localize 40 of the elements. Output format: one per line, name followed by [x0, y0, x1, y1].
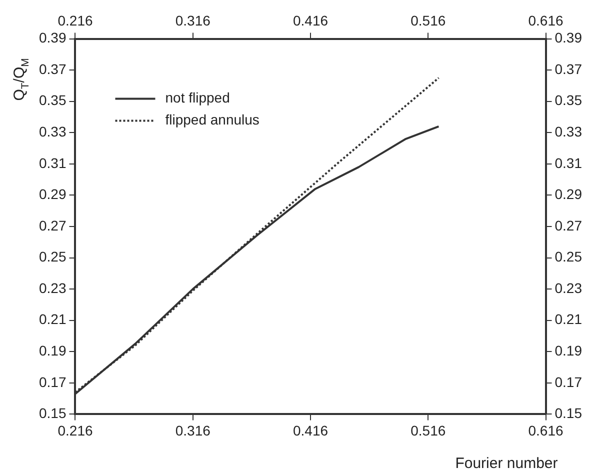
x-tick-label: 0.316: [175, 422, 211, 438]
legend-label: not flipped: [165, 90, 230, 106]
y2-tick-label: 0.37: [554, 60, 582, 77]
y-tick-label: 0.33: [39, 124, 66, 140]
y-tick-label: 0.37: [39, 60, 66, 77]
y-tick-label: 0.21: [39, 311, 66, 328]
x2-tick-label: 0.516: [410, 12, 446, 28]
y-tick-label: 0.29: [39, 186, 66, 202]
y2-tick-label: 0.39: [554, 30, 582, 46]
legend-label: flipped annulus: [165, 112, 260, 128]
y2-tick-label: 0.25: [554, 248, 582, 265]
x2-tick-label: 0.616: [528, 12, 564, 28]
x2-tick-label: 0.316: [175, 12, 211, 28]
y2-tick-label: 0.35: [554, 92, 582, 108]
y-tick-label: 0.25: [39, 248, 66, 265]
x-tick-label: 0.216: [58, 422, 93, 438]
y-tick-label: 0.17: [39, 374, 66, 390]
x-tick-label: 0.416: [292, 422, 328, 438]
y-tick-label: 0.35: [39, 92, 66, 108]
y-tick-label: 0.19: [39, 342, 66, 358]
x-tick-label: 0.516: [410, 422, 446, 438]
x2-tick-label: 0.416: [292, 12, 328, 28]
y2-tick-label: 0.21: [554, 311, 582, 328]
y2-tick-label: 0.19: [554, 342, 582, 358]
y-tick-label: 0.31: [39, 154, 66, 171]
y2-tick-label: 0.33: [554, 124, 582, 140]
y-tick-label: 0.27: [39, 217, 66, 234]
y-tick-label: 0.39: [39, 30, 66, 46]
y2-tick-label: 0.27: [554, 217, 582, 234]
y2-tick-label: 0.15: [554, 405, 582, 422]
y2-tick-label: 0.31: [554, 154, 582, 171]
y-axis-title: QT/QM: [11, 58, 32, 101]
y2-tick-label: 0.23: [554, 280, 582, 296]
y-tick-label: 0.23: [39, 280, 66, 296]
y-tick-label: 0.15: [39, 405, 66, 422]
x-axis-title: Fourier number: [455, 455, 558, 472]
x-tick-label: 0.616: [528, 422, 564, 438]
y2-tick-label: 0.29: [554, 186, 582, 202]
x2-tick-label: 0.216: [58, 12, 93, 28]
y2-tick-label: 0.17: [554, 374, 582, 390]
